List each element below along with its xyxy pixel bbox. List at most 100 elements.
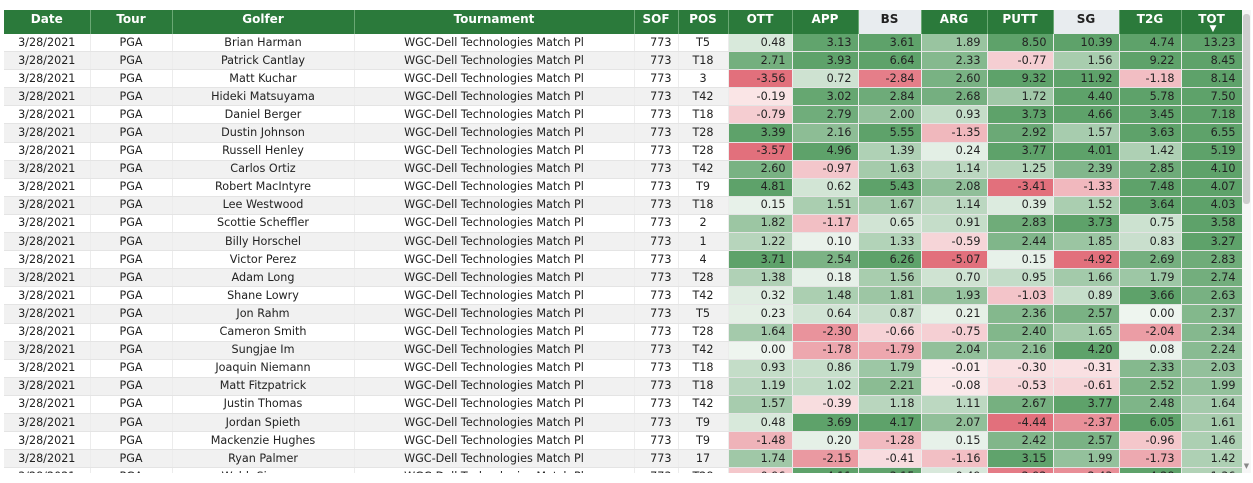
cell-ott: 1.22	[728, 232, 793, 252]
cell-ott: 0.23	[728, 304, 793, 324]
cell-tot: 2.74	[1181, 268, 1242, 288]
cell-t2g: 0.00	[1119, 304, 1182, 324]
column-header-ott[interactable]: OTT	[728, 10, 793, 34]
column-header-pos[interactable]: POS	[678, 10, 729, 34]
cell-ott: 0.48	[728, 34, 793, 53]
table-row[interactable]: 3/28/2021 PGA Joaquin Niemann WGC-Dell Tech…	[4, 359, 1242, 378]
column-header-app[interactable]: APP	[792, 10, 859, 34]
cell-bs: 1.81	[858, 286, 922, 306]
table-row[interactable]: 3/28/2021 PGA Dustin Johnson WGC-Dell Techn…	[4, 123, 1242, 143]
cell-ott: 1.57	[728, 395, 793, 414]
cell-ott: 3.71	[728, 250, 793, 270]
cell-putt: 0.95	[987, 268, 1054, 288]
cell-app: 0.62	[792, 178, 859, 197]
table-row[interactable]: 3/28/2021 PGA Shane Lowry WGC-Dell Technolo…	[4, 286, 1242, 306]
cell-ott: 1.64	[728, 323, 793, 342]
table-row[interactable]: 3/28/2021 PGA Robert MacIntyre WGC-Dell Tec…	[4, 178, 1242, 197]
column-header-label: SOF	[642, 12, 670, 26]
table-row[interactable]: 3/28/2021 PGA Mackenzie Hughes WGC-Dell Tec…	[4, 431, 1242, 451]
cell-t2g: 6.05	[1119, 413, 1182, 433]
column-header-tournament[interactable]: Tournament	[354, 10, 635, 34]
column-header-sg[interactable]: SG	[1053, 10, 1120, 34]
column-header-date[interactable]: Date	[4, 10, 91, 34]
cell-sg: 2.57	[1053, 431, 1120, 451]
cell-golfer: Jon Rahm	[172, 304, 355, 324]
vertical-scrollbar[interactable]: ▼	[1242, 10, 1251, 473]
cell-tot: 1.99	[1181, 377, 1242, 396]
scroll-down-arrow-icon[interactable]: ▼	[1243, 462, 1250, 470]
table-row[interactable]: 3/28/2021 PGA Adam Long WGC-Dell Technologi…	[4, 268, 1242, 288]
cell-t2g: -2.04	[1119, 323, 1182, 342]
table-row[interactable]: 3/28/2021 PGA Ryan Palmer WGC-Dell Technolo…	[4, 449, 1242, 469]
cell-sof: 773	[634, 232, 679, 252]
cell-pos: 2	[678, 214, 729, 234]
cell-arg: 0.70	[921, 268, 988, 288]
cell-sg: 1.56	[1053, 51, 1120, 71]
cell-bs: 5.55	[858, 123, 922, 143]
column-header-tot[interactable]: TOT ▼	[1181, 10, 1242, 34]
column-header-golfer[interactable]: Golfer	[172, 10, 355, 34]
cell-sg: 0.89	[1053, 286, 1120, 306]
table-row[interactable]: 3/28/2021 PGA Patrick Cantlay WGC-Dell Tech…	[4, 51, 1242, 71]
cell-ott: 1.38	[728, 268, 793, 288]
table-row[interactable]: 3/28/2021 PGA Scottie Scheffler WGC-Dell Te…	[4, 214, 1242, 234]
table-row[interactable]: 3/28/2021 PGA Justin Thomas WGC-Dell Techno…	[4, 395, 1242, 414]
cell-bs: 2.00	[858, 105, 922, 125]
cell-app: -1.78	[792, 341, 859, 360]
table-row[interactable]: 3/28/2021PGAWebb SimpsonWGC-Dell Technol…	[4, 467, 1242, 473]
cell-app: 3.93	[792, 51, 859, 71]
cell-tour: PGA	[90, 87, 173, 107]
table-row[interactable]: 3/28/2021 PGA Billy Horschel WGC-Dell Techn…	[4, 232, 1242, 252]
cell-pos: T42	[678, 87, 729, 107]
cell-tour: PGA	[90, 323, 173, 342]
cell-tournament: WGC-Dell Technologies Match Pl	[354, 377, 635, 396]
table-row[interactable]: 3/28/2021 PGA Jon Rahm WGC-Dell Technologie…	[4, 304, 1242, 324]
table-row[interactable]: 3/28/2021 PGA Victor Perez WGC-Dell Technol…	[4, 250, 1242, 270]
sort-descending-icon[interactable]: ▼	[1209, 24, 1217, 34]
cell-t2g: 2.69	[1119, 250, 1182, 270]
cell-arg: 2.60	[921, 69, 988, 89]
cell-app: -0.39	[792, 395, 859, 414]
cell-app: 0.10	[792, 232, 859, 252]
table-row[interactable]: 3/28/2021 PGA Cameron Smith WGC-Dell Techno…	[4, 323, 1242, 342]
table-row[interactable]: 3/28/2021 PGA Daniel Berger WGC-Dell Techno…	[4, 105, 1242, 125]
cell-pos: 17	[678, 449, 729, 469]
column-header-label: BS	[880, 12, 899, 26]
table-row[interactable]: 3/28/2021 PGA Jordan Spieth WGC-Dell Techno…	[4, 413, 1242, 433]
table-row[interactable]: 3/28/2021 PGA Matt Kuchar WGC-Dell Technolo…	[4, 69, 1242, 89]
cell-pos: T28	[678, 323, 729, 342]
cell-arg: 2.33	[921, 51, 988, 71]
column-header-bs[interactable]: BS	[858, 10, 922, 34]
table-row[interactable]: 3/28/2021 PGA Lee Westwood WGC-Dell Technol…	[4, 196, 1242, 215]
cell-tour: PGA	[90, 105, 173, 125]
scrollbar-thumb[interactable]	[1243, 14, 1250, 204]
cell-tot: 5.19	[1181, 142, 1242, 161]
cell-tour: PGA	[90, 214, 173, 234]
cell-date: 3/28/2021	[4, 413, 91, 433]
column-header-t2g[interactable]: T2G	[1119, 10, 1182, 34]
cell-date: 3/28/2021	[4, 160, 91, 179]
cell-sg: -4.92	[1053, 250, 1120, 270]
cell-bs: 1.63	[858, 160, 922, 179]
cell-ott: 0.93	[728, 359, 793, 378]
column-header-tour[interactable]: Tour	[90, 10, 173, 34]
table-row[interactable]: 3/28/2021 PGA Hideki Matsuyama WGC-Dell Tec…	[4, 87, 1242, 107]
table-body: 3/28/2021 PGA Brian Harman WGC-Dell Technol…	[4, 34, 1242, 473]
table-row[interactable]: 3/28/2021 PGA Brian Harman WGC-Dell Technol…	[4, 34, 1242, 53]
table-row[interactable]: 3/28/2021 PGA Carlos Ortiz WGC-Dell Technol…	[4, 160, 1242, 179]
table-row[interactable]: 3/28/2021 PGA Russell Henley WGC-Dell Techn…	[4, 142, 1242, 161]
cell-tournament: WGC-Dell Technologies Match Pl	[354, 268, 635, 288]
cell-app: 1.48	[792, 286, 859, 306]
column-header-putt[interactable]: PUTT	[987, 10, 1054, 34]
cell-arg: -0.01	[921, 359, 988, 378]
table-row[interactable]: 3/28/2021 PGA Sungjae Im WGC-Dell Technolog…	[4, 341, 1242, 360]
column-header-sof[interactable]: SOF	[634, 10, 679, 34]
cell-tournament: WGC-Dell Technologies Match Pl	[354, 304, 635, 324]
cell-sof: 773	[634, 431, 679, 451]
column-header-arg[interactable]: ARG	[921, 10, 988, 34]
cell-golfer: Carlos Ortiz	[172, 160, 355, 179]
cell-putt: 3.77	[987, 142, 1054, 161]
table-row[interactable]: 3/28/2021 PGA Matt Fitzpatrick WGC-Dell Tec…	[4, 377, 1242, 396]
cell-putt: 2.44	[987, 232, 1054, 252]
cell-golfer: Jordan Spieth	[172, 413, 355, 433]
